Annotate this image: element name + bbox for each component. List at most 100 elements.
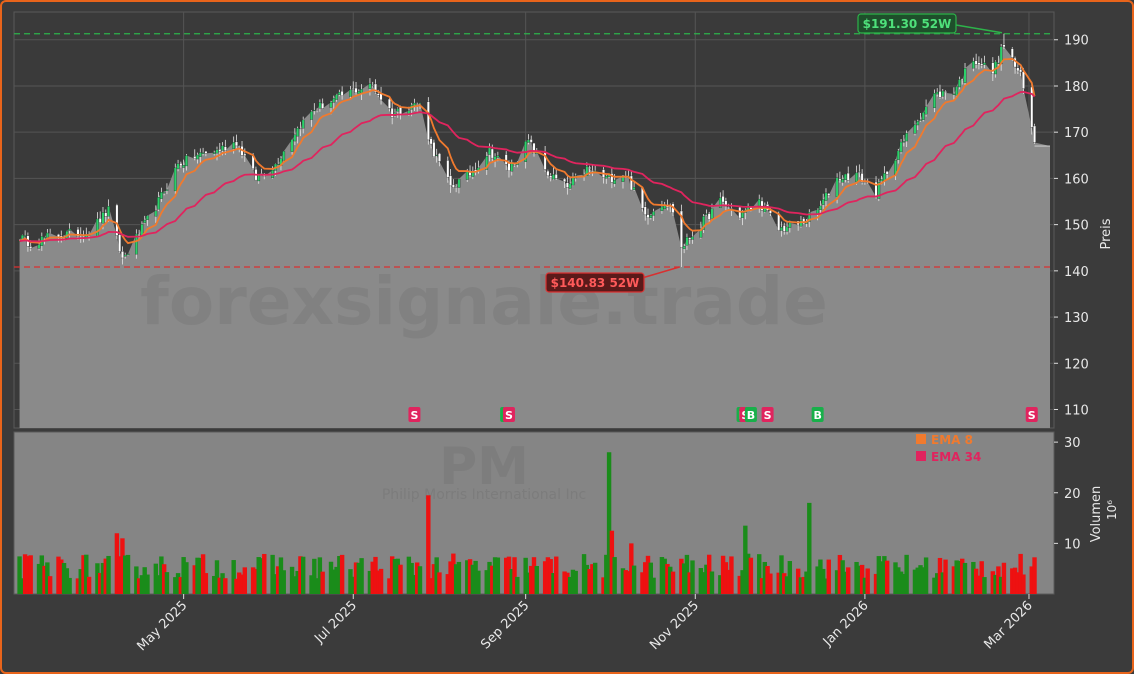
candle-body bbox=[935, 91, 939, 95]
volume-bar bbox=[709, 571, 715, 594]
volume-bar bbox=[896, 567, 901, 594]
volume-bar bbox=[957, 560, 962, 594]
candle-body bbox=[960, 78, 964, 81]
volume-bar bbox=[893, 562, 898, 594]
candle-body bbox=[924, 106, 928, 115]
candle-body bbox=[827, 193, 831, 196]
volume-bar bbox=[64, 568, 70, 594]
volume-bar bbox=[153, 563, 159, 594]
volume-bar bbox=[531, 557, 537, 594]
volume-bar bbox=[359, 558, 364, 594]
volume-bar bbox=[779, 555, 784, 594]
candle-body bbox=[179, 163, 183, 166]
volume-bar bbox=[762, 561, 768, 594]
price-tick-label: 170 bbox=[1064, 126, 1089, 141]
volume-bar bbox=[453, 564, 459, 594]
volume-bar bbox=[1018, 553, 1023, 594]
candle-body bbox=[563, 178, 566, 182]
volume-bar bbox=[687, 572, 692, 594]
volume-bar bbox=[256, 557, 261, 594]
volume-bar bbox=[529, 565, 534, 594]
candle-body bbox=[235, 141, 238, 147]
volume-bar bbox=[573, 570, 578, 594]
volume-bar bbox=[757, 554, 762, 594]
volume-bar bbox=[367, 570, 373, 594]
volume-bar bbox=[940, 572, 945, 594]
candle-body bbox=[107, 206, 110, 217]
candle-body bbox=[568, 183, 572, 189]
volume-bar bbox=[406, 556, 412, 594]
price-tick-label: 160 bbox=[1064, 172, 1089, 187]
volume-bar bbox=[545, 557, 551, 594]
candle-body bbox=[933, 93, 936, 108]
volume-bar bbox=[120, 538, 125, 594]
candle-body bbox=[76, 229, 80, 237]
volume-bar bbox=[259, 558, 264, 594]
candle-body bbox=[185, 155, 188, 167]
volume-bar bbox=[84, 554, 89, 594]
candle-body bbox=[321, 102, 325, 109]
volume-bar bbox=[22, 554, 28, 594]
candle-body bbox=[98, 218, 102, 223]
volume-bar bbox=[181, 557, 186, 594]
volume-bar bbox=[990, 571, 996, 594]
volume-bar bbox=[200, 554, 206, 594]
volume-bar bbox=[203, 573, 209, 594]
candle-body bbox=[819, 205, 822, 210]
candle-body bbox=[718, 197, 722, 208]
volume-bar bbox=[623, 570, 628, 594]
candle-body bbox=[955, 86, 959, 96]
volume-bar bbox=[328, 561, 334, 594]
volume-bar bbox=[565, 572, 570, 594]
volume-bar bbox=[857, 565, 862, 594]
candle-body bbox=[282, 151, 286, 161]
volume-tick-label: 20 bbox=[1064, 487, 1081, 502]
candle-body bbox=[426, 101, 430, 141]
volume-bar bbox=[823, 578, 829, 594]
volume-bar bbox=[587, 569, 592, 594]
volume-bar bbox=[690, 560, 695, 594]
company-watermark: Philip Morris International Inc bbox=[382, 487, 586, 503]
candle-body bbox=[104, 212, 108, 217]
volume-bar bbox=[748, 557, 754, 594]
volume-bar bbox=[590, 564, 595, 594]
volume-bar bbox=[606, 452, 612, 594]
candle-body bbox=[643, 206, 647, 216]
candle-body bbox=[991, 62, 995, 74]
candle-body bbox=[299, 128, 302, 131]
candle-body bbox=[782, 225, 786, 232]
candle-body bbox=[160, 192, 163, 199]
candle-body bbox=[974, 60, 978, 65]
candle-body bbox=[457, 178, 461, 188]
candle-body bbox=[243, 153, 247, 156]
volume-bar bbox=[554, 556, 559, 594]
candle-body bbox=[660, 206, 664, 211]
volume-tick-label: 10 bbox=[1064, 537, 1081, 552]
candle-body bbox=[938, 91, 942, 98]
candle-body bbox=[454, 186, 458, 188]
volume-bar bbox=[776, 572, 781, 594]
volume-bar bbox=[935, 573, 940, 594]
volume-bar bbox=[932, 577, 937, 594]
volume-bar bbox=[237, 572, 242, 594]
candle-body bbox=[646, 214, 650, 218]
candle-body bbox=[552, 174, 555, 180]
volume-bar bbox=[134, 566, 139, 594]
volume-bar bbox=[145, 574, 150, 594]
candle-body bbox=[532, 142, 536, 154]
volume-bar bbox=[643, 562, 648, 594]
candle-body bbox=[905, 133, 908, 142]
candle-body bbox=[902, 141, 906, 143]
candle-body bbox=[952, 93, 956, 95]
volume-bar bbox=[61, 562, 67, 594]
volume-bar bbox=[59, 559, 64, 594]
volume-bar bbox=[843, 571, 848, 594]
candle-body bbox=[340, 91, 344, 96]
volume-bar bbox=[470, 564, 476, 594]
volume-bar bbox=[820, 568, 826, 594]
volume-bar bbox=[904, 554, 909, 594]
volume-bar bbox=[20, 578, 25, 594]
volume-bar bbox=[95, 563, 100, 594]
volume-bar bbox=[567, 576, 573, 594]
candle-body bbox=[143, 219, 147, 223]
